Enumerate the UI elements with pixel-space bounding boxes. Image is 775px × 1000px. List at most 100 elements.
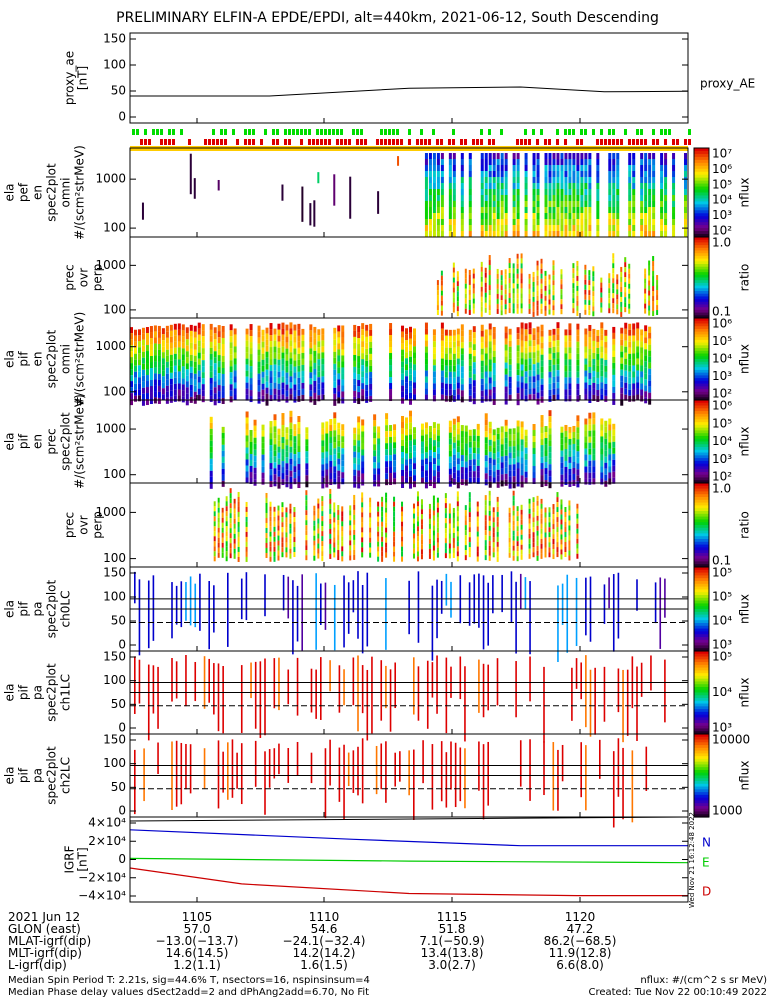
flag-mark	[336, 129, 339, 135]
spec-cell	[217, 355, 221, 362]
ratio-cell	[508, 293, 511, 299]
ratio-cell	[536, 550, 539, 556]
spec-cell	[448, 474, 452, 481]
pa-stripe	[510, 571, 513, 623]
ratio-cell	[516, 531, 519, 537]
spec-cell	[281, 479, 285, 486]
colorbar-cell	[694, 367, 709, 371]
spec-cell	[628, 353, 632, 360]
spec-cell	[209, 416, 213, 423]
spec-cell	[405, 465, 409, 472]
flag-mark	[668, 129, 671, 135]
spec-cell	[456, 440, 460, 447]
ratio-cell	[333, 502, 336, 508]
pa-stripe	[347, 582, 350, 634]
pa-stripe	[636, 579, 638, 611]
ratio-cell	[484, 267, 487, 273]
spec-cell	[265, 363, 269, 370]
spec-cell	[532, 219, 536, 225]
ratio-cell	[484, 515, 487, 521]
colorbar-cell	[694, 441, 709, 445]
spec-cell	[273, 450, 277, 457]
ratio-cell	[281, 547, 284, 553]
spec-cell	[432, 434, 436, 441]
ratio-cell	[349, 525, 352, 531]
spec-cell	[317, 377, 321, 384]
ratio-cell	[225, 556, 228, 562]
spec-cell	[452, 231, 456, 237]
spec-cell	[153, 337, 157, 344]
ratio-cell	[588, 280, 591, 286]
ratio-cell	[488, 490, 491, 496]
spec-cell	[560, 219, 564, 225]
spec-cell	[177, 395, 181, 402]
ratio-cell	[508, 268, 511, 274]
ratio-cell	[452, 547, 455, 553]
spec-cell	[488, 457, 492, 464]
ratio-cell	[568, 540, 571, 546]
spec-cell	[516, 225, 520, 231]
spec-cell	[365, 384, 369, 391]
pa-stripe	[343, 575, 345, 648]
colorbar-cell	[694, 219, 709, 223]
spec-cell	[548, 383, 552, 390]
spec-cell	[560, 480, 564, 487]
spec-cell	[325, 439, 329, 446]
y-tick-label: 1000	[95, 505, 126, 519]
spec-cell	[337, 464, 341, 471]
ratio-cell	[416, 496, 419, 502]
spec-cell	[309, 354, 313, 361]
spec-cell	[468, 477, 472, 484]
ratio-cell	[552, 524, 555, 530]
spec-cell	[648, 153, 652, 159]
spec-cell	[540, 342, 544, 349]
colorbar-cell	[694, 452, 709, 456]
spec-cell	[504, 362, 508, 369]
ratio-cell	[560, 549, 563, 555]
panel-content-elfin_pif_omni	[130, 322, 652, 406]
spec-cell	[305, 427, 309, 434]
spec-cell	[504, 171, 508, 177]
spec-cell	[468, 365, 472, 372]
spec-cell	[632, 377, 636, 384]
spec-cell	[532, 382, 536, 389]
pa-stripe	[287, 576, 290, 619]
spec-cell	[333, 466, 337, 473]
spec-cell	[516, 333, 520, 340]
spec-cell	[181, 396, 185, 403]
spec-cell	[564, 159, 568, 165]
spec-cell	[576, 415, 580, 422]
spec-cell	[648, 159, 652, 165]
ratio-cell	[612, 288, 615, 294]
spec-cell	[684, 159, 688, 165]
spec-cell	[556, 328, 560, 335]
spec-cell	[249, 372, 253, 379]
spec-cell	[229, 378, 233, 385]
spec-cell	[273, 414, 277, 421]
y-axis-label: IGRF	[63, 845, 77, 873]
spec-cell	[161, 382, 165, 389]
ratio-cell	[381, 521, 384, 527]
colorbar-unit: nflux	[738, 678, 752, 708]
spec-cell	[333, 436, 337, 443]
colorbar-cell	[694, 606, 709, 610]
spec-cell	[201, 330, 205, 337]
ratio-cell	[456, 531, 459, 537]
spec-cell	[568, 347, 572, 354]
ratio-cell	[349, 520, 352, 526]
ratio-cell	[305, 520, 308, 526]
spec-cell	[480, 153, 484, 159]
pa-stripe	[599, 739, 601, 779]
spec-cell	[460, 219, 464, 225]
pa-stripe	[227, 742, 229, 800]
ratio-cell	[488, 550, 491, 556]
spec-cell	[472, 386, 476, 393]
spec-cell	[436, 435, 440, 442]
ratio-cell	[444, 533, 447, 539]
spec-cell	[289, 482, 293, 489]
ratio-cell	[488, 510, 491, 516]
spec-cell	[229, 348, 233, 355]
spec-cell	[592, 412, 596, 419]
colorbar-cell	[694, 480, 709, 484]
